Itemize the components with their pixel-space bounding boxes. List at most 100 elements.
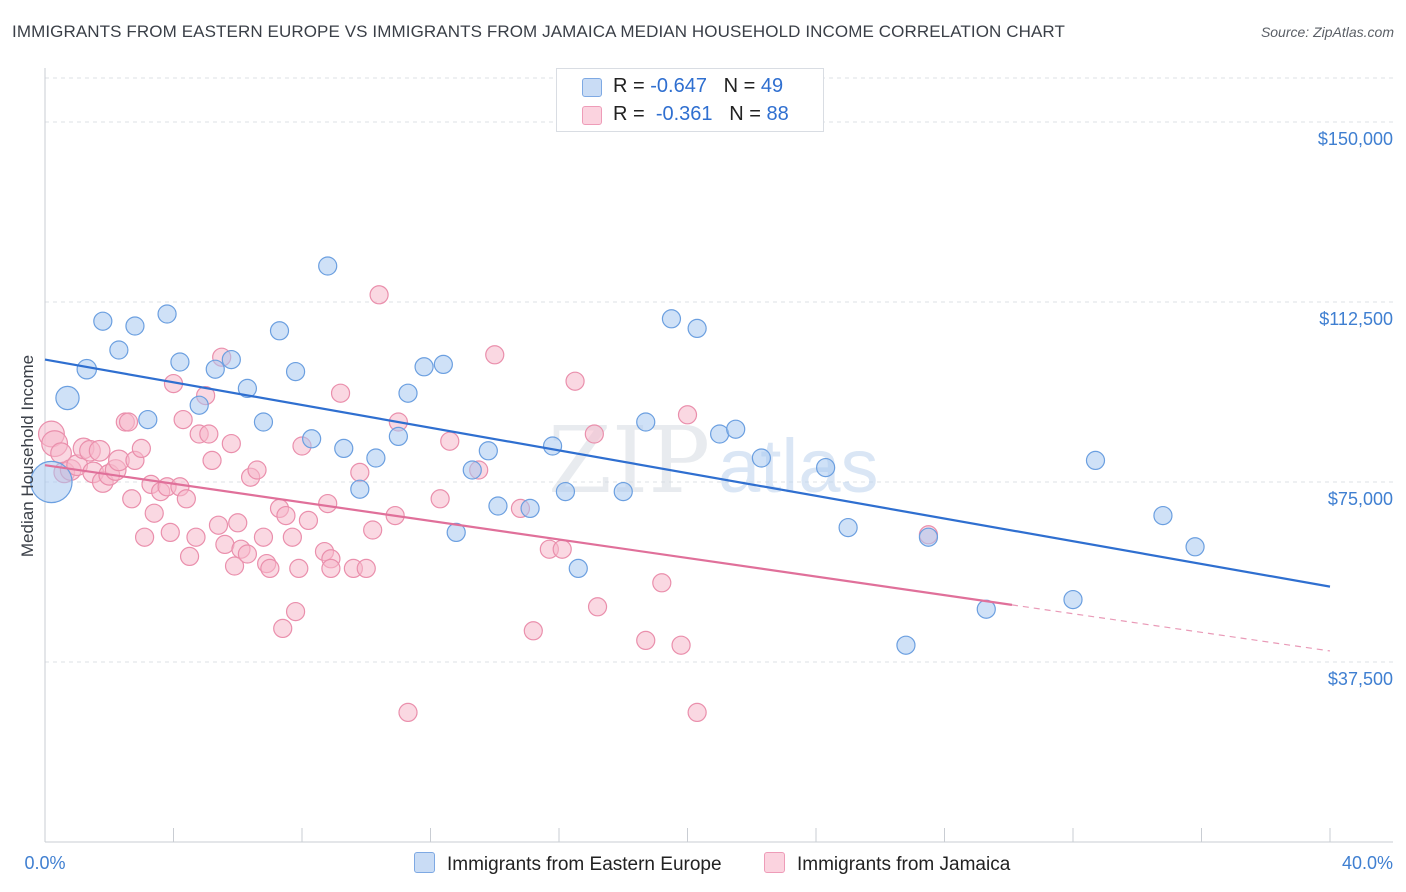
point-jamaica xyxy=(318,493,338,514)
point-eastern-europe xyxy=(237,378,258,399)
y-tick-label: $37,500 xyxy=(1328,669,1393,689)
point-eastern-europe xyxy=(30,460,73,504)
point-eastern-europe xyxy=(520,498,540,519)
point-jamaica xyxy=(173,409,193,430)
point-jamaica xyxy=(671,635,691,655)
point-eastern-europe xyxy=(726,419,746,439)
point-eastern-europe xyxy=(636,412,656,432)
point-jamaica xyxy=(186,527,206,547)
point-jamaica xyxy=(260,558,280,579)
point-jamaica xyxy=(587,597,608,617)
point-eastern-europe xyxy=(918,527,939,547)
trend-lines xyxy=(44,358,1331,652)
point-eastern-europe xyxy=(446,522,466,543)
legend-label: Immigrants from Eastern Europe xyxy=(447,854,722,875)
point-jamaica xyxy=(565,371,585,391)
legend-r-label: R = xyxy=(613,103,645,125)
point-eastern-europe xyxy=(125,316,145,336)
point-jamaica xyxy=(440,431,460,451)
trend-line-jamaica-extension xyxy=(1011,604,1331,652)
legend-swatch-blue xyxy=(414,852,435,873)
point-jamaica xyxy=(88,439,111,462)
point-eastern-europe xyxy=(157,304,177,324)
point-jamaica xyxy=(298,510,319,531)
point-eastern-europe xyxy=(613,481,633,502)
point-eastern-europe xyxy=(478,441,498,461)
legend-n-label: N = xyxy=(729,103,761,125)
point-eastern-europe xyxy=(433,354,453,375)
point-eastern-europe xyxy=(350,479,370,499)
y-tick-label: $150,000 xyxy=(1318,129,1393,149)
point-jamaica xyxy=(208,515,229,535)
point-jamaica xyxy=(199,424,219,444)
point-jamaica xyxy=(356,558,376,579)
legend-r-label: R = xyxy=(613,75,645,97)
point-eastern-europe xyxy=(398,383,418,403)
point-eastern-europe xyxy=(366,448,386,468)
point-jamaica xyxy=(224,556,245,576)
point-jamaica xyxy=(221,433,241,454)
legend-swatch-blue xyxy=(582,78,602,97)
point-jamaica xyxy=(282,527,302,547)
point-eastern-europe xyxy=(1185,537,1205,557)
point-eastern-europe xyxy=(751,448,772,468)
point-jamaica xyxy=(523,621,543,641)
point-eastern-europe xyxy=(816,457,836,478)
gridlines xyxy=(45,77,1393,663)
point-jamaica xyxy=(552,539,572,559)
legend-n-value: 88 xyxy=(766,103,789,125)
point-eastern-europe xyxy=(414,357,434,377)
point-eastern-europe xyxy=(661,309,682,329)
point-eastern-europe xyxy=(896,635,916,655)
point-eastern-europe xyxy=(93,311,113,331)
point-jamaica xyxy=(485,345,505,365)
point-jamaica xyxy=(131,438,151,459)
correlation-legend: R = -0.647 N = 49 R = -0.361 N = 88 xyxy=(556,68,824,132)
point-eastern-europe xyxy=(170,352,190,372)
legend-row-eastern-europe: R = -0.647 N = 49 xyxy=(557,74,823,100)
point-eastern-europe xyxy=(568,558,588,579)
chart-title: IMMIGRANTS FROM EASTERN EUROPE VS IMMIGR… xyxy=(12,22,1065,41)
point-jamaica xyxy=(144,503,164,523)
point-eastern-europe xyxy=(555,481,576,502)
x-tick-labels: 0.0% 40.0% xyxy=(24,853,1393,873)
point-jamaica xyxy=(687,702,707,723)
watermark-atlas: atlas xyxy=(718,424,879,509)
point-jamaica xyxy=(273,618,293,639)
point-eastern-europe xyxy=(269,321,290,341)
point-eastern-europe xyxy=(221,349,241,370)
point-jamaica xyxy=(228,513,248,533)
point-jamaica xyxy=(330,383,351,403)
point-jamaica xyxy=(118,412,139,432)
point-eastern-europe xyxy=(1153,505,1173,526)
point-jamaica xyxy=(176,489,196,509)
point-jamaica xyxy=(321,558,341,579)
point-jamaica xyxy=(179,546,200,567)
y-tick-labels: $37,500 $75,000 $112,500 $150,000 xyxy=(1318,129,1393,689)
point-eastern-europe xyxy=(838,517,858,538)
legend-n-label: N = xyxy=(723,75,756,97)
legend-r-value: -0.647 xyxy=(650,75,707,97)
point-jamaica xyxy=(430,489,450,509)
point-eastern-europe xyxy=(189,395,209,415)
point-jamaica xyxy=(285,601,306,622)
legend-r-value: -0.361 xyxy=(655,103,713,125)
point-eastern-europe xyxy=(687,318,707,339)
point-jamaica xyxy=(289,558,309,579)
legend-swatch-pink xyxy=(582,106,602,125)
x-tick-label: 0.0% xyxy=(24,853,65,873)
source-label: Source: ZipAtlas.com xyxy=(1260,24,1394,40)
point-eastern-europe xyxy=(388,426,408,447)
legend-label: Immigrants from Jamaica xyxy=(797,854,1011,875)
legend-n-value: 49 xyxy=(760,75,784,97)
point-jamaica xyxy=(215,534,235,555)
point-jamaica xyxy=(134,527,155,547)
point-eastern-europe xyxy=(334,438,354,459)
point-eastern-europe xyxy=(318,256,338,276)
legend-item-eastern-europe: Immigrants from Eastern Europe xyxy=(414,852,722,878)
y-tick-label: $75,000 xyxy=(1328,489,1393,509)
point-eastern-europe xyxy=(109,340,129,360)
point-jamaica xyxy=(253,527,274,547)
point-jamaica xyxy=(202,450,222,471)
